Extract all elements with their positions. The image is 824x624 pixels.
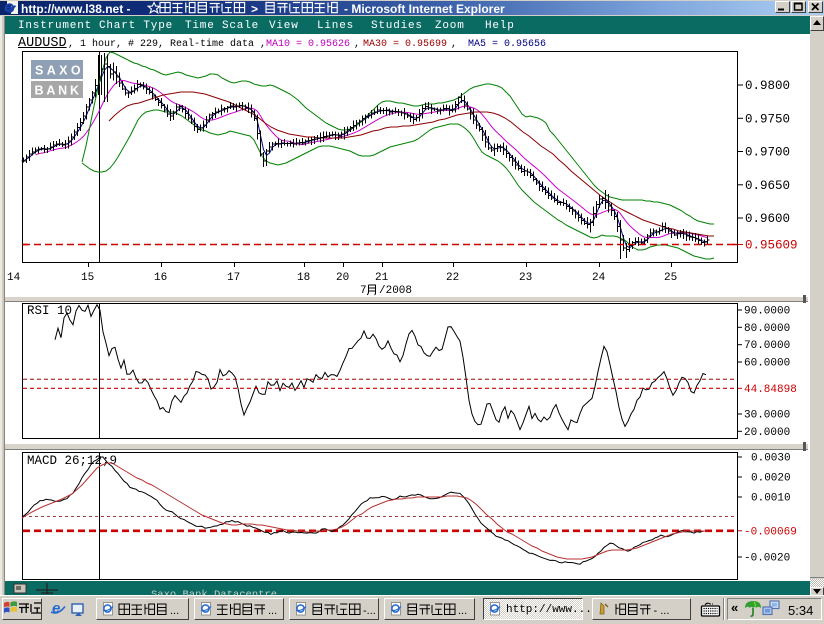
svg-text:-0.00069: -0.00069 — [744, 526, 797, 538]
svg-text:90.0000: 90.0000 — [744, 306, 790, 318]
svg-text:SAXO: SAXO — [35, 64, 84, 78]
svg-text:0.9650: 0.9650 — [745, 179, 790, 193]
svg-text:BANK: BANK — [35, 84, 82, 98]
svg-text:7: 7 — [360, 285, 367, 297]
svg-text:0.0030: 0.0030 — [751, 453, 791, 465]
svg-text:0.0020: 0.0020 — [751, 473, 791, 485]
svg-text:...: ... — [170, 605, 179, 617]
svg-text:-...: -... — [363, 605, 376, 617]
svg-text:16: 16 — [154, 272, 167, 284]
svg-text:MACD 26;12;9: MACD 26;12;9 — [27, 454, 117, 468]
svg-text:0.0010: 0.0010 — [751, 493, 791, 505]
svg-text:14: 14 — [7, 272, 21, 284]
svg-text:...: ... — [268, 605, 277, 617]
svg-text:22: 22 — [446, 272, 459, 284]
svg-text:RSI 10: RSI 10 — [27, 304, 72, 318]
svg-text:15: 15 — [81, 272, 94, 284]
svg-text:0.9700: 0.9700 — [745, 146, 790, 160]
svg-text:0.95609: 0.95609 — [745, 239, 798, 253]
svg-text:20.0000: 20.0000 — [744, 427, 790, 439]
svg-text:-0.0020: -0.0020 — [744, 553, 790, 565]
svg-text:24: 24 — [592, 272, 606, 284]
svg-text:23: 23 — [519, 272, 532, 284]
svg-text:20: 20 — [336, 272, 349, 284]
svg-text:Saxo Bank Datacentre: Saxo Bank Datacentre — [151, 589, 277, 595]
svg-text:60.0000: 60.0000 — [744, 358, 790, 370]
svg-text:/2008: /2008 — [379, 285, 412, 297]
svg-text:0.9750: 0.9750 — [745, 112, 790, 126]
svg-text:70.0000: 70.0000 — [744, 340, 790, 352]
svg-text:- ...: - ... — [654, 605, 670, 617]
svg-text:44.84898: 44.84898 — [744, 384, 797, 396]
svg-text:0.9600: 0.9600 — [745, 212, 790, 226]
svg-text:...: ... — [458, 605, 467, 617]
svg-text:21: 21 — [375, 272, 389, 284]
svg-text:0.9800: 0.9800 — [745, 79, 790, 93]
svg-text:30.0000: 30.0000 — [744, 410, 790, 422]
svg-text:17: 17 — [227, 272, 240, 284]
svg-text:25: 25 — [664, 272, 677, 284]
svg-text:80.0000: 80.0000 — [744, 323, 790, 335]
svg-text:18: 18 — [297, 272, 310, 284]
